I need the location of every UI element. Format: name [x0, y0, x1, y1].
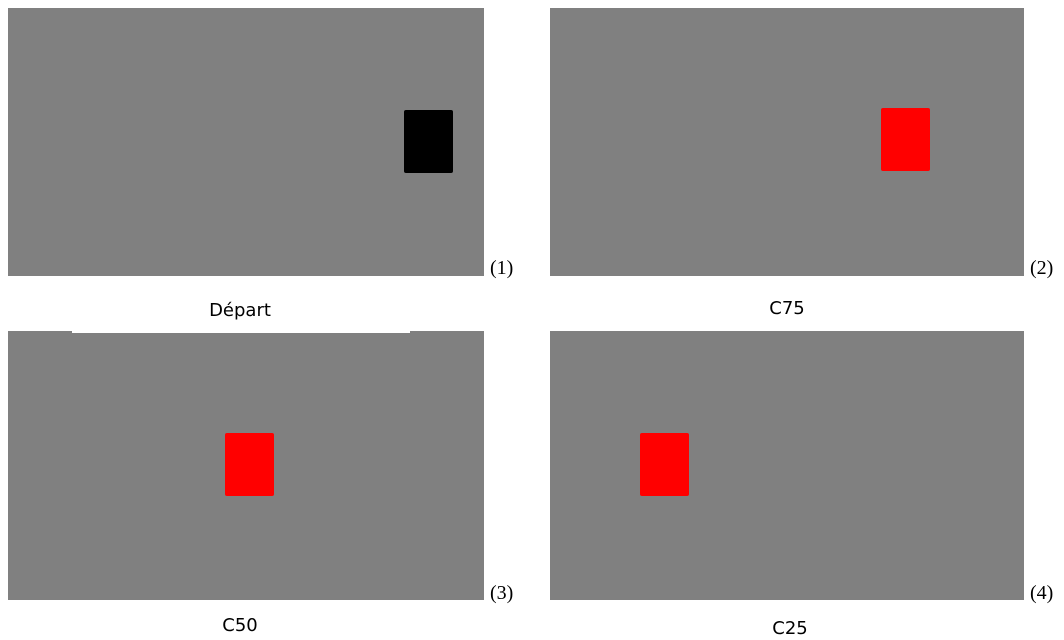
stimulus-rectangle-1	[404, 110, 453, 173]
panel-number-2: (2)	[1030, 257, 1054, 279]
panel-3-top-notch	[72, 331, 410, 333]
panel-3	[8, 331, 484, 600]
panel-2	[550, 8, 1024, 276]
panel-number-1: (1)	[490, 257, 514, 279]
stimulus-rectangle-4	[640, 433, 689, 496]
stimulus-rectangle-3	[225, 433, 274, 496]
panel-caption-2: C75	[769, 298, 805, 319]
panel-caption-4: C25	[772, 618, 808, 639]
panel-4	[550, 331, 1024, 600]
panel-caption-3: C50	[222, 615, 258, 636]
panel-number-4: (4)	[1030, 582, 1054, 604]
panel-1	[8, 8, 484, 276]
panel-number-3: (3)	[490, 582, 514, 604]
stimulus-rectangle-2	[881, 108, 930, 171]
panel-caption-1: Départ	[209, 300, 271, 321]
